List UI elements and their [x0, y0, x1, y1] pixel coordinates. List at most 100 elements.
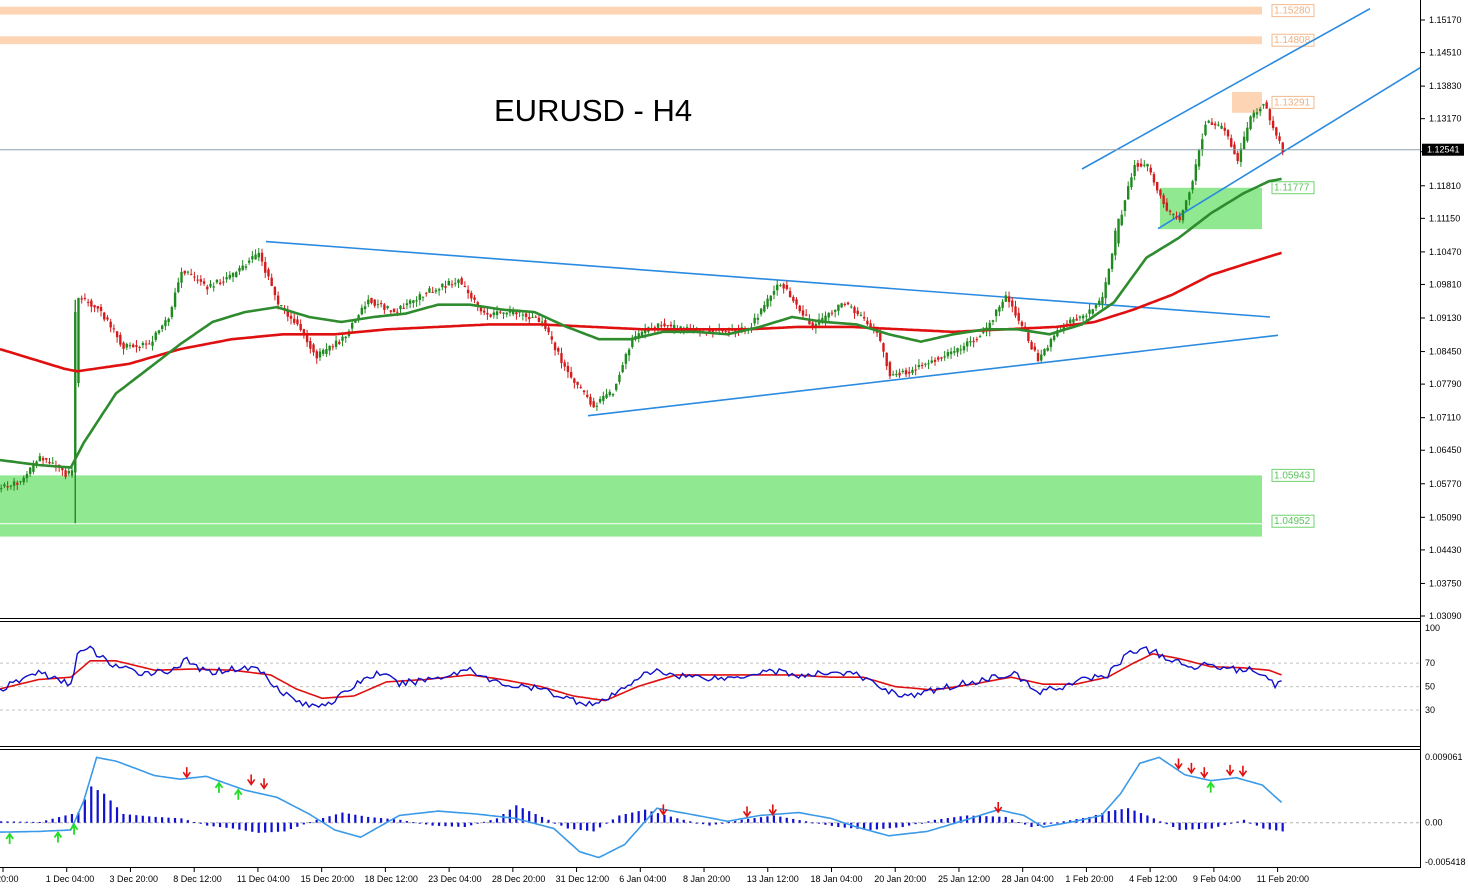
candle — [505, 312, 508, 318]
histogram-bar — [115, 807, 119, 823]
macd-line — [0, 756, 1283, 859]
histogram-bar — [96, 790, 99, 823]
candle — [917, 359, 921, 370]
candle — [289, 310, 293, 325]
histogram-bar — [38, 821, 41, 823]
price-tick-label: 1.13830 — [1429, 81, 1462, 91]
zone-price-label: 1.13291 — [1271, 95, 1315, 109]
candle — [193, 271, 196, 282]
candle — [415, 296, 418, 307]
candle — [141, 341, 145, 349]
histogram-bar — [309, 822, 312, 824]
histogram-bar — [1004, 816, 1007, 823]
histogram-bar — [624, 814, 627, 823]
macd-tick-label: 0.00 — [1425, 818, 1443, 828]
candle — [1217, 121, 1220, 127]
histogram-bar — [598, 822, 602, 828]
histogram-bar — [940, 818, 943, 823]
histogram-bar — [714, 822, 718, 825]
candle — [885, 352, 888, 371]
candle — [962, 342, 966, 354]
histogram-bar — [901, 822, 904, 828]
histogram-bar — [933, 819, 936, 823]
candle — [392, 308, 396, 313]
candle — [795, 297, 798, 309]
candle — [534, 315, 537, 318]
histogram-bar — [425, 822, 428, 825]
candle — [502, 312, 505, 320]
candle — [209, 280, 212, 289]
price-tick-label: 1.03750 — [1429, 578, 1462, 588]
candle — [557, 346, 560, 355]
histogram-bar — [1043, 822, 1046, 825]
candle — [154, 330, 157, 342]
histogram-bar — [457, 822, 460, 827]
candle — [927, 359, 930, 370]
price-tick-label: 1.14510 — [1429, 48, 1462, 58]
histogram-bar — [122, 814, 125, 823]
histogram-bar — [740, 819, 743, 823]
histogram-bar — [1217, 822, 1220, 827]
candle — [173, 287, 177, 310]
candle — [45, 457, 48, 464]
histogram-bar — [276, 822, 280, 832]
histogram-bar — [573, 822, 576, 830]
candle — [1168, 209, 1172, 216]
candle — [299, 319, 302, 332]
histogram-bar — [450, 822, 453, 827]
candle — [1226, 129, 1230, 140]
candle — [128, 342, 132, 349]
histogram-bar — [1210, 822, 1213, 829]
histogram-bar — [1030, 822, 1033, 828]
candle — [383, 302, 386, 314]
histogram-bar — [843, 822, 846, 828]
candle — [199, 275, 203, 286]
candle — [376, 299, 380, 309]
price-tick-label: 1.06450 — [1429, 445, 1462, 455]
histogram-bar — [1236, 821, 1239, 823]
candle — [753, 313, 756, 326]
histogram-bar — [173, 817, 177, 823]
histogram-bar — [431, 822, 434, 826]
candle — [338, 339, 341, 346]
price-tick-label: 1.10470 — [1429, 247, 1462, 257]
candle — [106, 315, 109, 322]
histogram-bar — [540, 816, 544, 823]
histogram-bar — [1255, 822, 1258, 826]
candle — [637, 329, 640, 343]
candle — [441, 283, 444, 291]
candle — [1130, 173, 1133, 190]
histogram-bar — [515, 805, 518, 823]
candle — [978, 334, 982, 338]
candle — [457, 278, 460, 289]
histogram-bar — [231, 822, 235, 829]
chart-title: EURUSD - H4 — [494, 93, 692, 128]
candle — [1004, 291, 1008, 302]
candle — [1197, 148, 1201, 170]
demand-zone — [0, 475, 1262, 524]
candle — [846, 301, 850, 306]
candle — [386, 305, 389, 310]
candle — [180, 267, 183, 288]
histogram-bar — [212, 822, 215, 827]
candle — [605, 388, 608, 399]
histogram-bar — [766, 816, 769, 823]
candle — [586, 389, 589, 399]
candle — [827, 311, 830, 322]
histogram-bar — [1146, 815, 1149, 823]
histogram-bar — [753, 818, 756, 823]
svg-text:1.15280: 1.15280 — [1274, 6, 1311, 17]
histogram-bar — [270, 822, 273, 833]
histogram-bar — [1165, 822, 1168, 825]
candle — [196, 275, 199, 284]
histogram-bar — [695, 822, 698, 824]
time-tick-label: 9 Feb 04:00 — [1193, 874, 1241, 884]
candle — [1091, 308, 1094, 316]
candle — [225, 272, 228, 283]
candle — [631, 334, 634, 349]
candle — [264, 256, 267, 279]
candle — [93, 304, 96, 313]
candle — [41, 455, 45, 466]
candle — [582, 389, 586, 395]
buy-arrow-icon — [234, 788, 243, 800]
